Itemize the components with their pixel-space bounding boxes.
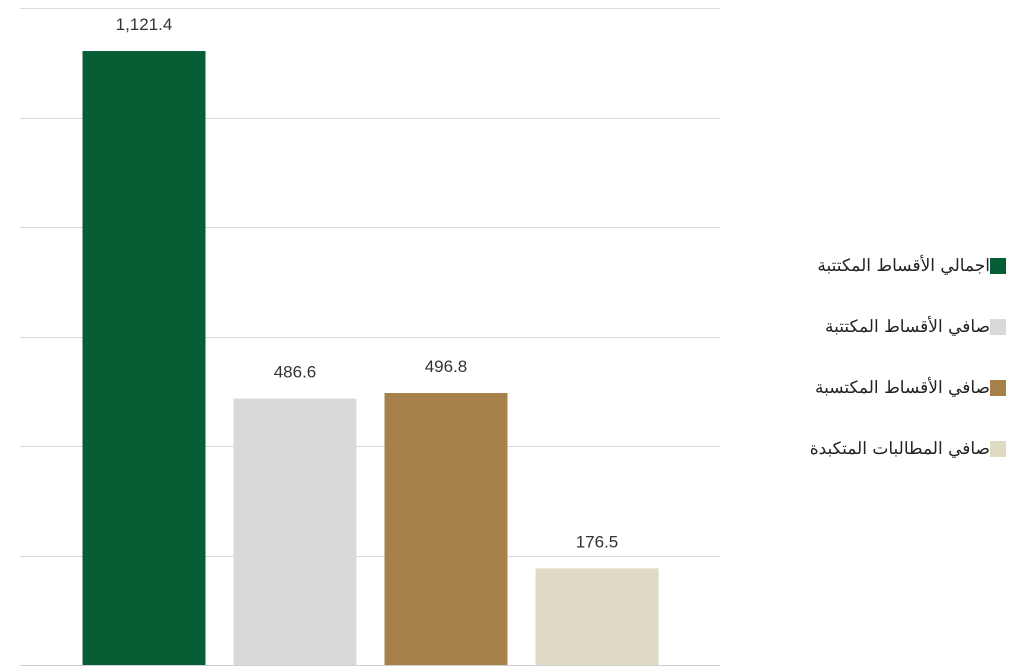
legend-label: صافي المطالبات المتكبدة [809,439,990,459]
legend-swatch [990,319,1006,335]
legend-item-gross-written-premiums: اجمالي الأقساط المكتتبة [752,255,1012,277]
bar [233,398,357,665]
bar-value-label: 486.6 [274,363,317,382]
legend-swatch [990,380,1006,396]
legend: اجمالي الأقساط المكتتبة صافي الأقساط الم… [752,255,1012,499]
bar-chart: 1,121.4 486.6 496.8 176.5 [20,8,720,666]
bar-value-label: 176.5 [576,532,619,551]
legend-label: اجمالي الأقساط المكتتبة [817,256,990,276]
legend-swatch [990,258,1006,274]
legend-label: صافي الأقساط المكتتبة [825,317,990,337]
bar [535,568,659,665]
legend-item-net-written-premiums: صافي الأقساط المكتتبة [752,316,1012,338]
bar [82,51,206,665]
legend-item-net-claims-incurred: صافي المطالبات المتكبدة [752,438,1012,460]
bar-value-label: 1,121.4 [116,15,173,34]
legend-label: صافي الأقساط المكتسبة [815,378,990,398]
legend-item-net-earned-premiums: صافي الأقساط المكتسبة [752,377,1012,399]
bar [384,393,508,665]
bars [82,51,659,665]
data-labels: 1,121.4 486.6 496.8 176.5 [116,15,619,551]
bar-value-label: 496.8 [425,357,468,376]
legend-swatch [990,441,1006,457]
